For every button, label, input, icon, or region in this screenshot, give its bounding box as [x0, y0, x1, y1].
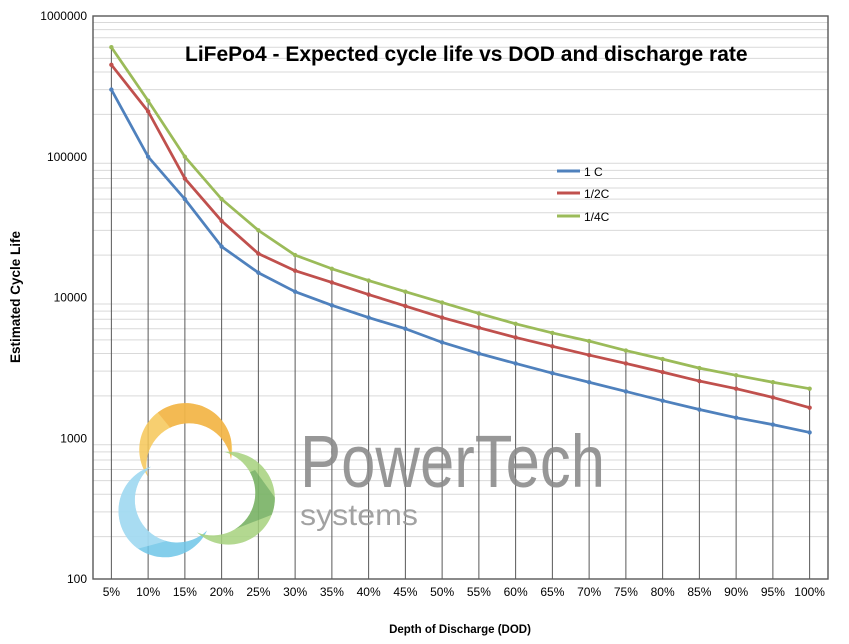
svg-text:20%: 20%: [210, 585, 234, 599]
svg-text:1 C: 1 C: [584, 165, 603, 179]
svg-text:45%: 45%: [393, 585, 417, 599]
svg-text:5%: 5%: [103, 585, 121, 599]
svg-text:systems: systems: [300, 499, 418, 532]
svg-text:LiFePo4 - Expected cycle life: LiFePo4 - Expected cycle life vs DOD and…: [185, 43, 748, 66]
svg-text:1/2C: 1/2C: [584, 187, 610, 201]
svg-text:95%: 95%: [761, 585, 785, 599]
svg-text:1/4C: 1/4C: [584, 210, 610, 224]
svg-text:75%: 75%: [614, 585, 638, 599]
svg-text:50%: 50%: [430, 585, 454, 599]
svg-text:80%: 80%: [651, 585, 675, 599]
svg-text:100%: 100%: [794, 585, 825, 599]
svg-text:10%: 10%: [136, 585, 160, 599]
svg-text:1000000: 1000000: [40, 9, 87, 23]
svg-text:Depth of Discharge (DOD): Depth of Discharge (DOD): [389, 624, 531, 636]
svg-text:15%: 15%: [173, 585, 197, 599]
svg-text:1000: 1000: [60, 431, 87, 445]
svg-text:55%: 55%: [467, 585, 491, 599]
svg-text:PowerTech: PowerTech: [300, 420, 605, 503]
svg-text:40%: 40%: [357, 585, 381, 599]
svg-text:70%: 70%: [577, 585, 601, 599]
svg-text:10000: 10000: [54, 291, 88, 305]
svg-text:30%: 30%: [283, 585, 307, 599]
svg-text:100000: 100000: [47, 150, 87, 164]
svg-text:100: 100: [67, 572, 87, 586]
svg-text:25%: 25%: [246, 585, 270, 599]
svg-text:85%: 85%: [687, 585, 711, 599]
svg-text:35%: 35%: [320, 585, 344, 599]
svg-text:65%: 65%: [540, 585, 564, 599]
svg-text:90%: 90%: [724, 585, 748, 599]
svg-text:Estimated Cycle Life: Estimated Cycle Life: [8, 230, 23, 363]
svg-text:60%: 60%: [504, 585, 528, 599]
